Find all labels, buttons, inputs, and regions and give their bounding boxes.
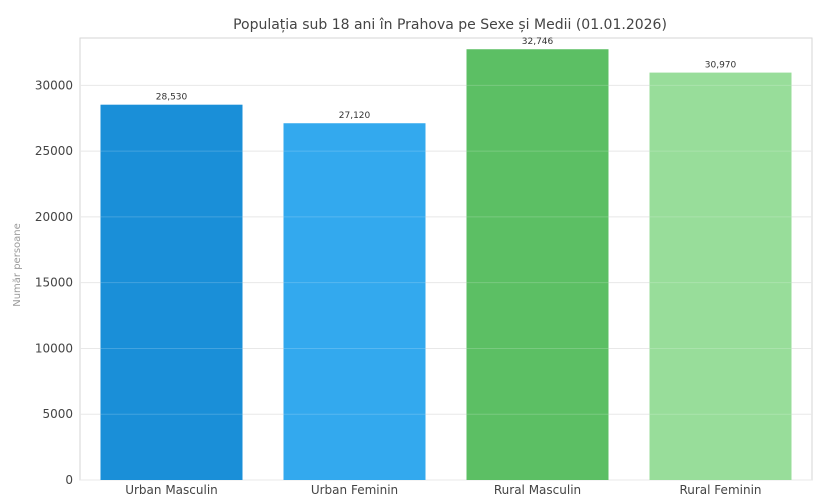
y-tick-label-10000: 10000	[35, 341, 73, 355]
bar-urban-feminin	[283, 123, 426, 480]
bar-value-label: 32,746	[522, 37, 554, 47]
x-axis-categories: Urban Masculin Urban Feminin Rural Masculi…	[125, 483, 761, 497]
bar-value-labels: 28,530 27,120 32,746 30,970	[156, 37, 737, 121]
y-axis-ticks: 0 5000 10000 15000 20000 25000 30000	[35, 78, 73, 487]
bar-rural-feminin	[649, 72, 792, 481]
y-tick-label-15000: 15000	[35, 276, 73, 290]
bars	[100, 49, 792, 481]
y-axis-label: Număr persoane	[12, 223, 23, 307]
bar-value-label: 30,970	[705, 61, 737, 71]
bar-value-label: 28,530	[156, 93, 188, 103]
bar-value-label: 27,120	[339, 111, 371, 121]
y-tick-label-5000: 5000	[42, 407, 73, 421]
x-category-label: Urban Feminin	[311, 483, 398, 497]
x-category-label: Urban Masculin	[125, 483, 218, 497]
x-category-label: Rural Feminin	[679, 483, 761, 497]
y-tick-label-20000: 20000	[35, 210, 73, 224]
chart-title: Populația sub 18 ani în Prahova pe Sexe …	[233, 17, 667, 33]
y-tick-label-25000: 25000	[35, 144, 73, 158]
bar-urban-masculin	[100, 104, 243, 480]
y-tick-label-30000: 30000	[35, 78, 73, 92]
bar-rural-masculin	[466, 49, 609, 481]
x-category-label: Rural Masculin	[494, 483, 581, 497]
y-tick-label-0: 0	[65, 473, 73, 487]
